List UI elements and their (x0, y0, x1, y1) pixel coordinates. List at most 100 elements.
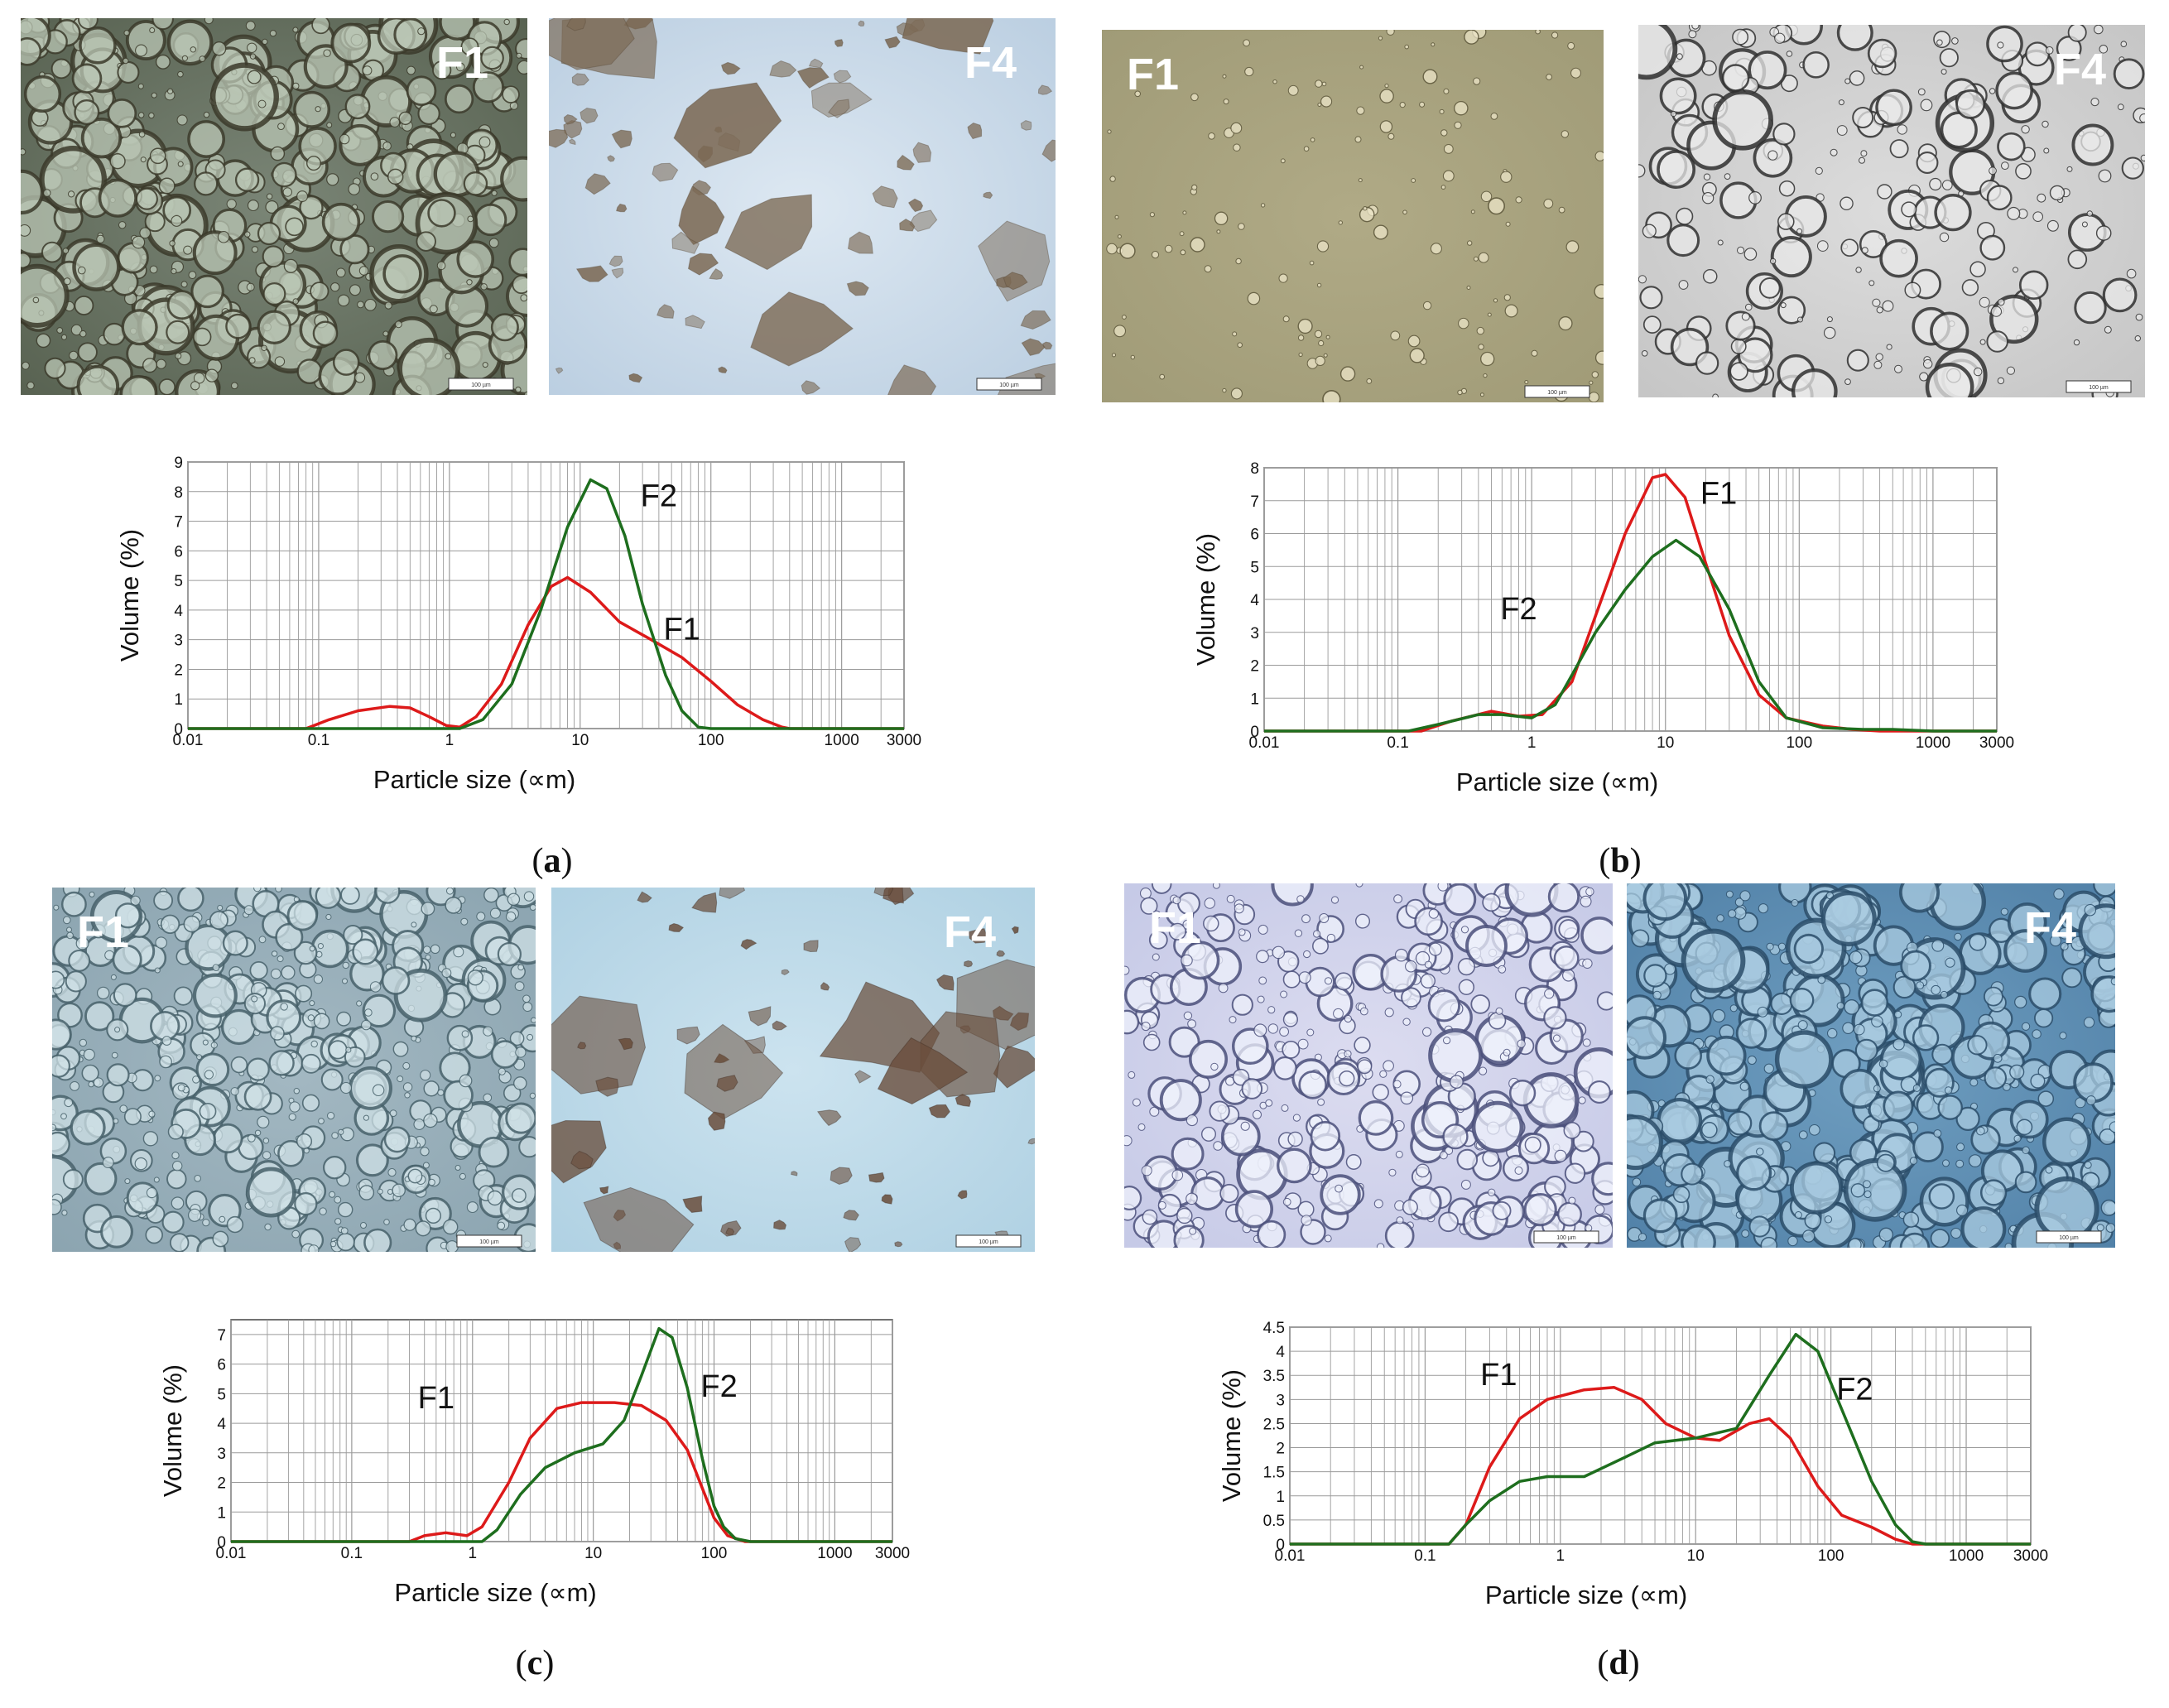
micrograph-label: F4 (2054, 45, 2106, 94)
micrograph-label: F4 (964, 38, 1017, 88)
micrograph-f1 (21, 18, 527, 395)
x-tick-label: 0.1 (308, 732, 329, 749)
micrograph-f4 (1638, 25, 2145, 397)
grid (187, 461, 905, 729)
series-line-f2 (188, 478, 904, 730)
size-distribution-chart: 0.01 0.1 1 10 100 1000 3000 0 0.5 1 1.5 2 2.5 3 3.5 4 4.… (1217, 1320, 2048, 1609)
micrograph-f4 (551, 888, 1035, 1252)
x-tick-label: 1 (468, 1545, 477, 1562)
size-distribution-chart: 0.01 0.1 1 10 100 1000 3000 0 1 2 3 4 5 6 7 8 Particle s… (1191, 460, 2014, 796)
y-tick-label: 0 (1276, 1537, 1285, 1554)
y-tick-label: 9 (174, 455, 183, 472)
scale-bar: 100 µm (2066, 380, 2132, 393)
series-line-f2 (1264, 538, 1997, 733)
x-tick-label: 100 (701, 1545, 728, 1562)
panel-letter: d (1609, 1644, 1628, 1682)
scale-bar: 100 µm (456, 1234, 522, 1248)
plot-area (230, 1319, 893, 1542)
plot-area (1289, 1326, 2032, 1545)
micrograph-f1 (1102, 30, 1604, 402)
panel-letter: b (1610, 842, 1629, 880)
y-axis-title: Volume (%) (1191, 533, 1220, 666)
micrograph-label: F1 (1149, 903, 1201, 953)
y-tick-label: 2.5 (1263, 1416, 1285, 1433)
x-tick-label: 1 (1527, 734, 1537, 752)
scale-bar-label: 100 µm (2059, 1235, 2079, 1241)
micrograph-background (1102, 30, 1604, 402)
micrograph-particles (551, 888, 1035, 1252)
y-tick-label: 6 (217, 1357, 226, 1374)
scale-bar-label: 100 µm (1547, 390, 1567, 396)
y-tick-label: 3 (1250, 625, 1259, 642)
y-axis-title: Volume (%) (1217, 1369, 1246, 1502)
micrograph-label: F4 (2024, 903, 2076, 953)
scale-bar: 100 µm (1533, 1230, 1599, 1244)
x-tick-label: 100 (698, 732, 724, 749)
micrograph-f1 (1124, 883, 1613, 1248)
micrograph-particles (1627, 883, 2115, 1248)
y-tick-label: 1 (174, 691, 183, 709)
grid (1263, 467, 1998, 732)
y-tick-label: 7 (1250, 493, 1259, 511)
panel-caption: (c) (516, 1644, 555, 1682)
x-tick-label: 3000 (2013, 1547, 2048, 1565)
scale-bar-label: 100 µm (1556, 1235, 1576, 1241)
micrograph-label: F4 (944, 907, 996, 957)
y-tick-label: 5 (217, 1386, 226, 1403)
panel-caption: (a) (532, 842, 573, 880)
axis-ticks: 0.01 0.1 1 10 100 1000 3000 0 1 2 3 4 5 6 7 (216, 1327, 911, 1562)
y-tick-label: 0.5 (1263, 1513, 1285, 1530)
micrograph-particles (52, 888, 536, 1252)
panel-b: 100 µm F1 100 µm F4 0.01 0.1 1 10 100 1000 3000 0 1 2… (1102, 25, 2145, 880)
y-tick-label: 0 (174, 721, 183, 739)
series-label-f1: F1 (664, 613, 700, 647)
y-tick-label: 2 (174, 662, 183, 679)
x-tick-label: 10 (571, 732, 589, 749)
scale-bar-label: 100 µm (2089, 385, 2109, 391)
y-tick-label: 2 (217, 1475, 226, 1493)
x-axis-title: Particle size (∝m) (373, 765, 575, 794)
y-axis-title: Volume (%) (158, 1364, 187, 1497)
axis-ticks: 0.01 0.1 1 10 100 1000 3000 0 0.5 1 1.5 2 2.5 3 3.5 4 4.… (1263, 1320, 2049, 1565)
micrograph-label: F1 (436, 38, 488, 88)
grid (230, 1320, 893, 1542)
x-tick-label: 0.1 (1387, 734, 1408, 752)
series-label-f2: F2 (641, 479, 677, 514)
x-tick-label: 10 (1687, 1547, 1705, 1565)
y-tick-label: 3 (174, 633, 183, 650)
size-distribution-chart: 0.01 0.1 1 10 100 1000 3000 0 1 2 3 4 5 6 7 8 9 Particle … (115, 455, 921, 794)
micrograph-particles (21, 18, 527, 395)
x-tick-label: 3000 (887, 732, 921, 749)
scale-bar: 100 µm (1524, 385, 1590, 398)
panel-letter: a (544, 842, 561, 880)
x-tick-label: 10 (1657, 734, 1674, 752)
series-label-f2: F2 (700, 1369, 737, 1404)
scale-bar: 100 µm (2036, 1230, 2102, 1244)
micrograph-f4 (549, 18, 1056, 395)
y-tick-label: 1 (1250, 690, 1259, 708)
x-tick-label: 100 (1818, 1547, 1844, 1565)
micrograph-f1 (52, 888, 536, 1252)
scale-bar-label: 100 µm (979, 1239, 998, 1245)
y-tick-label: 5 (1250, 559, 1259, 576)
y-tick-label: 3.5 (1263, 1368, 1285, 1385)
x-tick-label: 0.1 (341, 1545, 363, 1562)
x-tick-label: 3000 (1979, 734, 2014, 752)
x-tick-label: 0.01 (1249, 734, 1280, 752)
micrograph-particles (1106, 30, 1604, 402)
x-tick-label: 0.01 (216, 1545, 247, 1562)
x-axis-title: Particle size (∝m) (394, 1578, 596, 1607)
y-tick-label: 6 (1250, 527, 1259, 544)
y-tick-label: 7 (174, 514, 183, 532)
x-axis-title: Particle size (∝m) (1485, 1581, 1687, 1609)
x-tick-label: 0.1 (1414, 1547, 1436, 1565)
x-tick-label: 3000 (875, 1545, 910, 1562)
y-tick-label: 3 (1276, 1392, 1285, 1409)
y-tick-label: 4 (174, 603, 183, 620)
axis-ticks: 0.01 0.1 1 10 100 1000 3000 0 1 2 3 4 5 6 7 8 (1249, 460, 2015, 752)
x-tick-label: 1 (445, 732, 454, 749)
x-tick-label: 1000 (1916, 734, 1950, 752)
series-label-f1: F1 (1480, 1358, 1517, 1393)
series-line-f2 (1290, 1332, 2031, 1546)
